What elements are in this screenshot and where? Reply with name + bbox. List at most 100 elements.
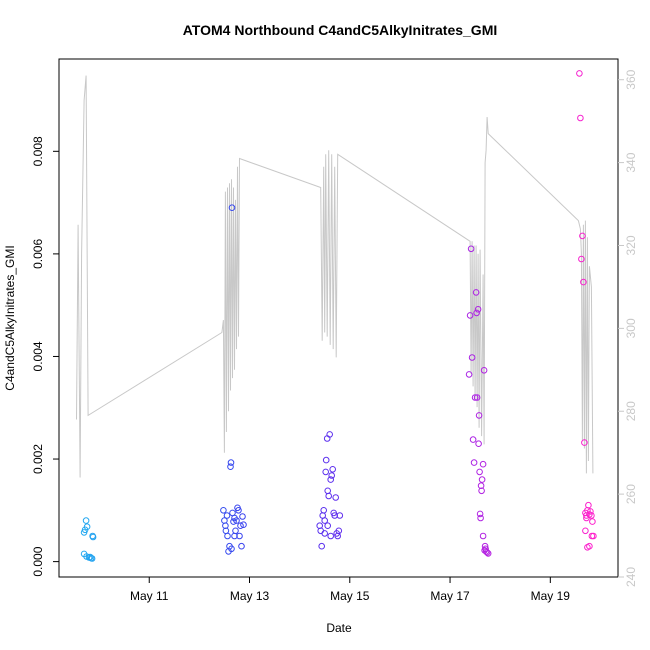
right-y-tick-label: 360: [624, 69, 638, 89]
chart-title: ATOM4 Northbound C4andC5AlkyInitrates_GM…: [183, 22, 498, 38]
right-axis-series-layer: [76, 75, 594, 478]
data-point: [466, 312, 474, 319]
data-point: [321, 517, 329, 524]
y-tick-label: 0.000: [31, 546, 45, 576]
data-point: [585, 501, 592, 509]
data-point: [237, 522, 244, 530]
data-point: [465, 371, 473, 378]
data-point: [86, 553, 94, 561]
data-point: [476, 510, 484, 518]
data-point: [329, 466, 337, 473]
data-point: [476, 468, 483, 476]
data-point: [475, 412, 483, 419]
plot-frame: [58, 58, 619, 578]
data-point: [479, 460, 487, 468]
data-point: [223, 512, 231, 519]
y-tick-label: 0.008: [31, 136, 45, 166]
data-point: [239, 513, 246, 520]
data-point: [586, 542, 593, 550]
data-point: [227, 459, 235, 466]
x-tick-label: May 15: [330, 589, 370, 603]
data-point: [577, 114, 584, 122]
right-y-tick-label: 340: [624, 152, 638, 172]
data-point: [481, 547, 488, 554]
data-point: [588, 512, 595, 519]
data-point: [581, 439, 588, 446]
data-point: [232, 527, 239, 535]
data-point: [88, 555, 96, 562]
data-point: [327, 532, 335, 540]
y-axis: 0.000 0.002 0.004 0.006 0.008: [31, 136, 59, 577]
right-y-tick-label: 280: [624, 401, 638, 421]
data-point: [331, 512, 339, 519]
data-point: [82, 517, 90, 524]
data-point: [471, 394, 479, 401]
data-point: [583, 514, 590, 522]
data-point: [235, 507, 242, 514]
data-point: [478, 476, 486, 483]
data-point: [240, 521, 247, 529]
data-point: [587, 508, 594, 515]
data-point: [470, 459, 478, 466]
data-point: [473, 309, 480, 317]
data-point: [477, 514, 484, 522]
data-point: [325, 492, 333, 500]
data-point: [576, 70, 583, 77]
data-point: [230, 518, 237, 525]
data-point: [328, 472, 336, 479]
data-point: [233, 517, 240, 524]
data-point: [327, 476, 335, 483]
data-point: [478, 487, 485, 495]
data-point: [468, 354, 476, 361]
data-point: [228, 545, 235, 553]
scatter-points-layer: [80, 70, 597, 562]
data-point: [580, 278, 587, 286]
data-point: [238, 542, 245, 550]
data-point: [467, 245, 475, 253]
data-point: [322, 468, 330, 476]
data-point: [318, 542, 326, 550]
data-point: [480, 367, 488, 374]
data-point: [578, 255, 585, 263]
data-point: [83, 523, 91, 531]
x-tick-label: May 17: [430, 589, 470, 603]
data-point: [482, 545, 489, 553]
y-tick-label: 0.006: [31, 239, 45, 269]
y-tick-label: 0.002: [31, 444, 45, 474]
data-point: [236, 532, 243, 540]
data-point: [89, 533, 97, 541]
data-point: [220, 507, 227, 514]
right-y-tick-label: 320: [624, 235, 638, 255]
x-axis-label: Date: [326, 621, 352, 635]
x-tick-label: May 11: [130, 589, 169, 603]
right-y-tick-label: 240: [624, 567, 638, 587]
data-point: [482, 548, 490, 555]
data-point: [474, 306, 482, 313]
data-point: [324, 487, 332, 495]
data-point: [469, 436, 477, 443]
data-point: [472, 289, 480, 296]
data-point: [479, 532, 487, 540]
right-y-axis: 240 260 280 300 320 340 360: [618, 69, 638, 587]
x-tick-label: May 19: [531, 589, 571, 603]
data-point: [579, 232, 586, 240]
data-point: [582, 527, 589, 535]
data-point: [589, 518, 596, 525]
data-point: [332, 494, 340, 501]
data-point: [224, 532, 231, 540]
data-point: [326, 431, 334, 438]
data-point: [324, 522, 332, 530]
right-y-tick-label: 300: [624, 318, 638, 338]
y-tick-label: 0.004: [31, 341, 45, 371]
data-point: [231, 532, 238, 540]
data-point: [473, 394, 481, 401]
data-point: [336, 512, 344, 519]
right-y-tick-label: 260: [624, 484, 638, 504]
data-point: [475, 440, 482, 448]
y-axis-label: C4andC5AlkyInitrates_GMI: [3, 245, 17, 390]
data-point: [322, 456, 330, 464]
data-point: [335, 527, 343, 535]
data-point: [321, 530, 329, 537]
x-axis: May 11 May 13 May 15 May 17 May 19: [130, 577, 570, 603]
